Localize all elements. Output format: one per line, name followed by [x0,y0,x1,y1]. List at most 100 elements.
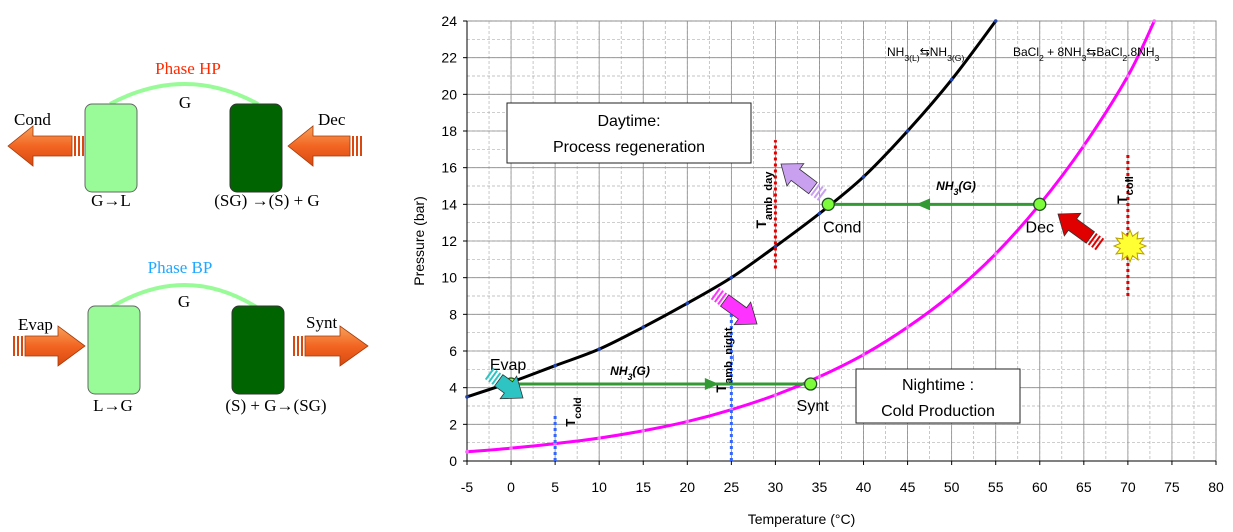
y-tick-label: 16 [441,160,457,176]
x-tick-label: -5 [461,479,474,495]
curve-data-point [1082,143,1086,148]
collector-heat-arrow [1057,212,1105,251]
y-tick-label: 2 [449,416,457,432]
sun-icon [1112,228,1148,264]
curve-data-point [773,393,778,397]
synt-label: Synt [306,313,337,332]
synt-heat-arrow [293,325,369,367]
y-axis-title: Pressure (bar) [411,196,427,285]
curve-data-point [1152,19,1157,23]
cold-extraction-arrow-stripe [488,370,498,383]
evaporator-box [87,305,141,395]
condenser-box [84,103,138,193]
regeneration-heat-arrow [780,163,827,201]
curve-data-point [685,301,690,306]
collector-heat-arrow-body [1057,212,1096,244]
y-tick-label: 6 [449,343,457,359]
phase-hp-title: Phase HP [155,59,221,78]
curve-data-point [993,19,998,23]
y-tick-label: 12 [441,233,457,249]
t-coll-marker-label: Tcoll [1114,176,1136,204]
curve-data-point [905,129,910,133]
curve-data-point [861,175,866,179]
nh3-gas-label: NH3(G) [610,364,650,382]
night-release-arrow-body [719,294,758,326]
curve-data-point [949,292,954,296]
regeneration-heat-arrow-stripe [816,188,827,201]
curve-data-point [817,374,822,379]
y-tick-label: 18 [441,123,457,139]
curve-data-point [949,77,954,82]
x-tick-label: 50 [944,479,960,495]
state-point-label: Synt [797,398,830,415]
x-tick-label: 35 [812,479,828,495]
t-amb-day-marker-label: Tamb_day [753,171,775,229]
bp-left-reaction: L→G [93,396,133,415]
pressure-temperature-chart: -5 0 5 10 15 20 25 30 35 40 45 50 55 60 65 70 75 80024681… [411,13,1224,527]
evap-label: Evap [18,315,53,334]
state-point-synt [804,377,818,391]
y-tick-label: 20 [441,86,457,102]
collector-heat-arrow-stripe [1091,235,1101,248]
hp-vapor-arc [109,82,259,106]
reactor-box-hp [229,103,283,193]
curve-data-point [861,352,866,357]
hp-right-reaction: (SG) →(S) + G [214,191,319,210]
phase-hp-schematic: Phase HP G Cond Dec G→L (SG) →(S) + G [7,59,362,210]
y-tick-label: 0 [449,453,457,469]
cold-extraction-arrow-body [494,374,524,400]
x-tick-label: 25 [724,479,740,495]
bp-vapor-arc [108,283,260,310]
hp-vapor-label: G [179,93,191,112]
bacl2-equilibrium-curve [467,21,1156,454]
y-tick-label: 22 [441,50,457,66]
x-tick-label: 75 [1164,479,1180,495]
x-tick-label: 30 [768,479,784,495]
bp-right-reaction: (S) + G→(SG) [225,396,326,415]
state-point-label: Dec [1026,219,1054,236]
curve-data-point [817,211,822,216]
curve-data-point [641,428,646,433]
state-point-label: Evap [490,357,527,374]
x-tick-label: 55 [988,479,1004,495]
daytime-box [506,102,752,164]
nh3-gas-flow-arrowhead [916,198,931,211]
y-tick-label: 4 [449,380,457,396]
curve-data-point [597,436,601,440]
phase-bp-title: Phase BP [148,258,213,277]
dec-heat-arrow [287,125,362,167]
legend-bacl2: BaCl2 + 8NH3⇆BaCl2.8NH3 [1013,45,1160,63]
night-release-arrow-stripe [710,287,721,301]
regeneration-heat-arrow-stripe [810,183,821,197]
t-cold-marker-label: Tcold [563,397,584,426]
cond-label: Cond [14,110,51,129]
curve-data-point [597,347,601,351]
t-amb-night-marker-label: Tamb_night [713,327,735,392]
curve-data-point [465,450,469,454]
y-tick-label: 24 [441,13,457,29]
curve-data-point [641,325,646,329]
phase-bp-schematic: Phase BP G Evap Synt L→G (S) + G→(SG) [13,258,369,415]
legend-nh3: NH3(L)⇆NH3(G) [887,45,964,63]
night-release-arrow [710,287,758,326]
y-tick-label: 8 [449,306,457,322]
night-release-arrow-stripe [717,292,728,305]
reactor-box-bp [231,305,285,395]
curve-data-point [905,325,910,329]
y-tick-label: 10 [441,270,457,286]
curve-data-point [773,244,778,249]
daytime-line1: Daytime: [597,113,660,130]
collector-heat-arrow-stripe [1094,237,1105,251]
curve-data-point [729,275,734,280]
cold-extraction-arrow-stripe [491,372,502,385]
x-tick-label: 5 [551,479,559,495]
nh3-gas-flow-arrowhead [704,378,719,390]
hp-left-reaction: G→L [91,191,131,210]
nightime-line1: Nightime : [902,377,974,394]
x-tick-label: 80 [1208,479,1224,495]
curve-data-point [685,419,690,424]
regeneration-heat-arrow-body [780,163,818,195]
x-tick-label: 65 [1076,479,1092,495]
